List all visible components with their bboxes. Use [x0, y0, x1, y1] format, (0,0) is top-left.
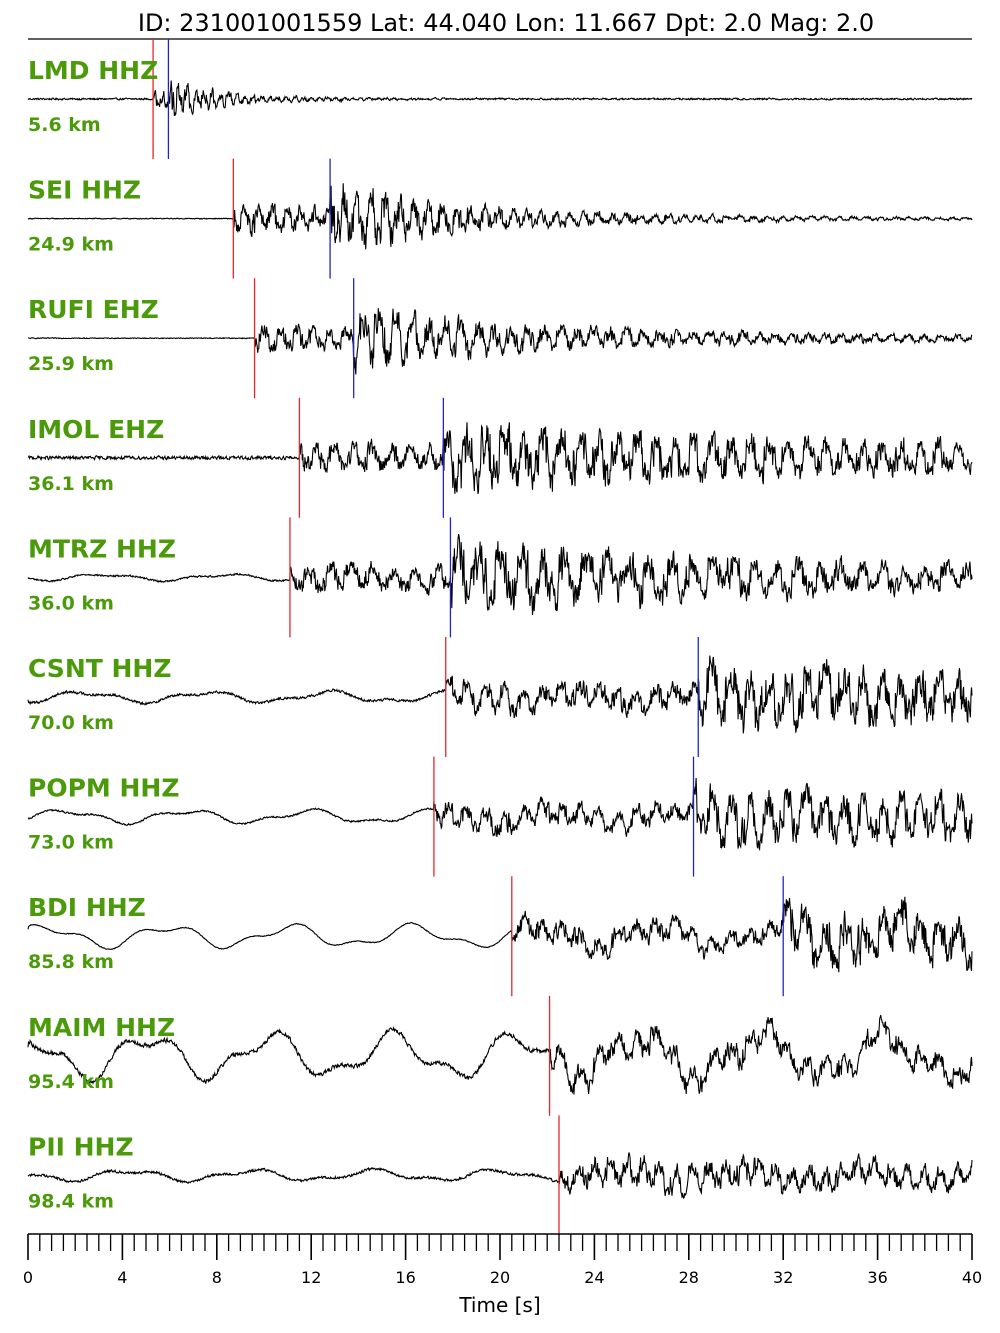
trace-panel-maim-hhz: MAIM HHZ 95.4 km [27, 995, 973, 1116]
distance-label: 36.0 km [28, 592, 114, 614]
tick-label: 12 [301, 1268, 321, 1287]
trace-panel-csnt-hhz: CSNT HHZ 70.0 km [27, 637, 973, 757]
waveform-trace [27, 183, 973, 250]
station-label: POPM HHZ [28, 774, 179, 803]
station-label: RUFI EHZ [28, 295, 159, 324]
tick-label: 40 [962, 1268, 982, 1287]
distance-label: 98.4 km [28, 1190, 114, 1212]
trace-panel-mtrz-hhz: MTRZ HHZ 36.0 km [27, 517, 973, 638]
trace-panel-lmd-hhz: LMD HHZ 5.6 km [27, 39, 973, 159]
station-label: SEI HHZ [28, 176, 141, 205]
waveform-trace [27, 896, 973, 973]
tick-label: 24 [584, 1268, 604, 1287]
time-axis: 0 4 8 12 16 20 24 28 32 36 40 Time [s] [23, 1233, 982, 1317]
tick-label: 36 [867, 1268, 887, 1287]
trace-panels: LMD HHZ 5.6 km SEI HHZ 24.9 km RUFI EHZ 25.9 … [27, 39, 973, 1236]
tick-label: 8 [212, 1268, 222, 1287]
distance-label: 70.0 km [28, 712, 114, 734]
tick-label: 28 [679, 1268, 699, 1287]
tick-label: 4 [117, 1268, 127, 1287]
waveform-trace [27, 308, 973, 375]
waveform-trace [27, 655, 973, 734]
chart-title: ID: 231001001559 Lat: 44.040 Lon: 11.667… [138, 9, 874, 37]
distance-label: 24.9 km [28, 234, 114, 256]
distance-label: 73.0 km [28, 832, 114, 854]
waveform-trace [27, 533, 973, 616]
distance-label: 85.8 km [28, 951, 114, 973]
tick-label: 20 [490, 1268, 510, 1287]
trace-panel-rufi-ehz: RUFI EHZ 25.9 km [27, 278, 973, 399]
distance-label: 25.9 km [28, 353, 114, 375]
distance-label: 95.4 km [28, 1071, 114, 1093]
trace-panel-sei-hhz: SEI HHZ 24.9 km [27, 158, 973, 279]
time-axis-ticks: 0 4 8 12 16 20 24 28 32 36 40 [23, 1234, 982, 1287]
station-label: CSNT HHZ [28, 654, 171, 683]
distance-label: 5.6 km [28, 114, 101, 136]
waveform-trace [27, 80, 973, 116]
station-label: MAIM HHZ [28, 1013, 175, 1042]
x-axis-label: Time [s] [458, 1293, 540, 1317]
distance-label: 36.1 km [28, 473, 114, 495]
waveform-trace [27, 422, 973, 495]
trace-panel-popm-hhz: POPM HHZ 73.0 km [27, 756, 973, 877]
station-label: IMOL EHZ [28, 415, 164, 444]
tick-label: 16 [395, 1268, 415, 1287]
waveform-trace [27, 1152, 973, 1200]
tick-label: 0 [23, 1268, 33, 1287]
station-label: MTRZ HHZ [28, 534, 176, 563]
waveform-trace [27, 1014, 973, 1095]
waveform-trace [27, 777, 973, 852]
tick-label: 32 [773, 1268, 793, 1287]
trace-panel-imol-ehz: IMOL EHZ 36.1 km [27, 397, 973, 518]
station-label: PII HHZ [28, 1132, 134, 1161]
station-label: LMD HHZ [28, 56, 158, 85]
station-label: BDI HHZ [28, 893, 146, 922]
trace-panel-bdi-hhz: BDI HHZ 85.8 km [27, 876, 973, 997]
trace-panel-pii-hhz: PII HHZ 98.4 km [27, 1115, 973, 1236]
